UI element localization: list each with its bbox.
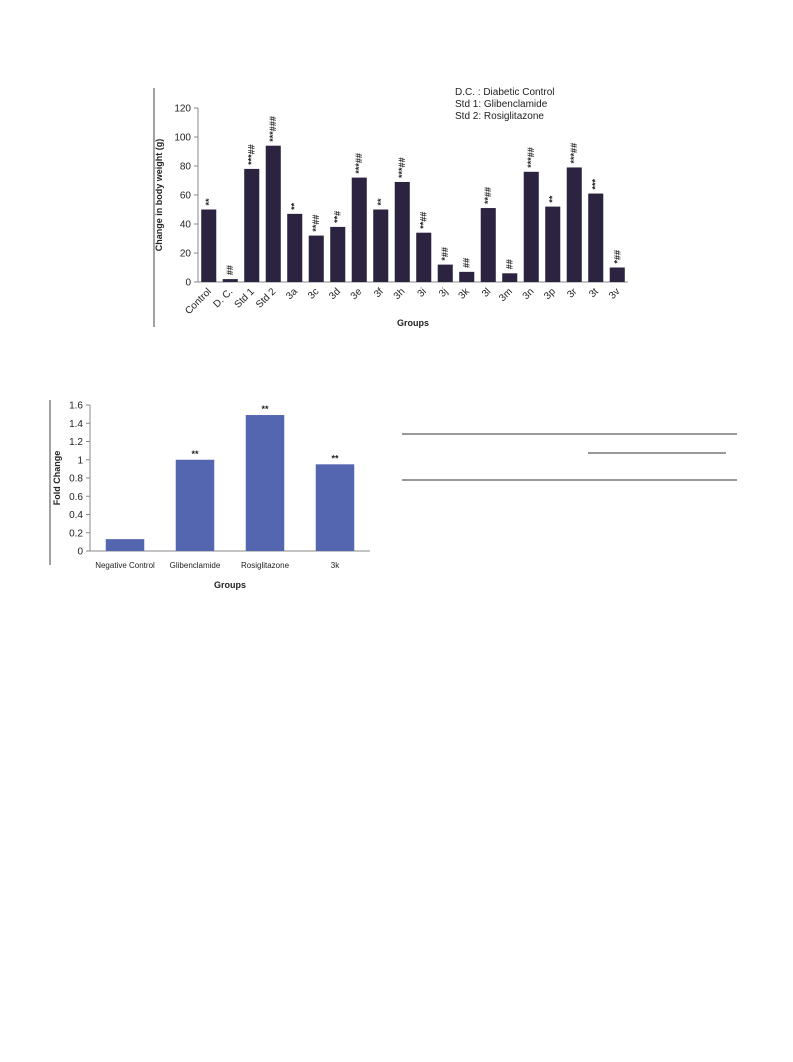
y-tick-label: 60: [180, 191, 192, 202]
bar: [545, 206, 561, 282]
bar: [480, 208, 496, 282]
bar: [523, 171, 539, 282]
significance-marker: ***##: [569, 143, 579, 164]
significance-marker: **: [261, 404, 269, 414]
bar: [437, 264, 453, 282]
x-tick-label: Std 2: [254, 286, 279, 311]
x-tick-label: 3n: [521, 286, 537, 302]
y-tick-label: 0: [185, 278, 191, 289]
x-tick-label: 3d: [327, 286, 343, 302]
bar: [244, 168, 260, 282]
y-tick-label: 40: [180, 220, 192, 231]
bar: [245, 415, 285, 551]
x-tick-label: 3a: [284, 286, 300, 302]
x-tick-label: 3k: [457, 286, 473, 302]
significance-marker: **: [548, 195, 558, 203]
y-tick-label: 1.6: [69, 401, 83, 412]
significance-marker: ***##: [397, 157, 407, 178]
significance-marker: ***##: [247, 144, 257, 165]
annotation: Std 1: Glibenclamide: [455, 99, 548, 110]
significance-marker: **##: [311, 215, 321, 232]
bar: [222, 279, 238, 282]
bar: [351, 177, 367, 282]
x-tick-label: D. C.: [211, 286, 235, 310]
bar: [588, 193, 604, 282]
y-tick-label: 0.8: [69, 474, 83, 485]
y-tick-label: 20: [180, 249, 192, 260]
x-tick-label: 3v: [607, 286, 622, 301]
x-tick-label: 3h: [392, 286, 408, 302]
x-tick-label: 3f: [372, 286, 386, 300]
bar: [175, 459, 215, 551]
x-tick-label: 3t: [587, 286, 601, 300]
x-tick-label: 3l: [480, 286, 493, 299]
bar: [308, 235, 324, 282]
significance-marker: ***###: [268, 116, 278, 142]
bar: [265, 145, 281, 282]
x-tick-label: 3r: [565, 286, 580, 301]
y-tick-label: 1: [77, 455, 83, 466]
bar: [502, 273, 518, 282]
significance-marker: **##: [483, 187, 493, 204]
significance-marker: **#: [333, 211, 343, 223]
x-tick-label: Std 1: [233, 286, 258, 311]
significance-marker: **: [376, 198, 386, 206]
significance-marker: **: [331, 453, 339, 463]
significance-marker: ##: [462, 258, 472, 268]
bar: [315, 464, 355, 551]
y-tick-label: 120: [174, 104, 191, 115]
bar: [373, 209, 389, 282]
annotation: Std 2: Rosiglitazone: [455, 111, 544, 122]
bar: [459, 271, 475, 282]
x-tick-label: Glibenclamide: [170, 561, 221, 570]
y-tick-label: 1.2: [69, 437, 83, 448]
bar: [394, 181, 410, 282]
significance-marker: *##: [612, 250, 622, 264]
y-tick-label: 0.4: [69, 510, 83, 521]
annotation: D.C. : Diabetic Control: [455, 87, 554, 98]
x-tick-label: Control: [183, 286, 214, 317]
x-tick-label: Rosiglitazone: [241, 561, 290, 570]
x-tick-label: 3i: [416, 286, 429, 299]
significance-marker: **: [204, 198, 214, 206]
significance-marker: ***: [591, 179, 601, 190]
bar: [201, 209, 217, 282]
bar: [609, 267, 625, 282]
y-axis-label: Change in body weight (g): [154, 139, 164, 252]
y-tick-label: 1.4: [69, 419, 83, 430]
significance-marker: **##: [419, 212, 429, 229]
y-tick-label: 80: [180, 162, 192, 173]
bar: [416, 232, 432, 282]
significance-marker: **: [191, 449, 199, 459]
bar: [105, 539, 145, 551]
x-axis-label: Groups: [214, 580, 246, 590]
bar: [566, 167, 582, 282]
bar: [287, 213, 303, 282]
significance-marker: *##: [440, 247, 450, 261]
x-tick-label: 3j: [437, 286, 450, 299]
x-tick-label: 3m: [497, 286, 515, 304]
x-tick-label: 3e: [349, 286, 365, 302]
x-tick-label: 3c: [306, 286, 321, 301]
significance-marker: ***##: [354, 153, 364, 174]
y-tick-label: 0: [77, 547, 83, 558]
y-axis-label: Fold Change: [52, 451, 62, 506]
y-tick-label: 0.2: [69, 528, 83, 539]
x-tick-label: 3p: [542, 286, 558, 302]
significance-marker: ##: [225, 265, 235, 275]
x-tick-label: 3k: [331, 561, 340, 570]
bar: [330, 226, 346, 282]
y-tick-label: 0.6: [69, 492, 83, 503]
x-tick-label: Negative Control: [95, 561, 155, 570]
significance-marker: ##: [505, 259, 515, 269]
significance-marker: ***##: [526, 147, 536, 168]
y-tick-label: 100: [174, 133, 191, 144]
significance-marker: **: [290, 202, 300, 210]
x-axis-label: Groups: [397, 318, 429, 328]
